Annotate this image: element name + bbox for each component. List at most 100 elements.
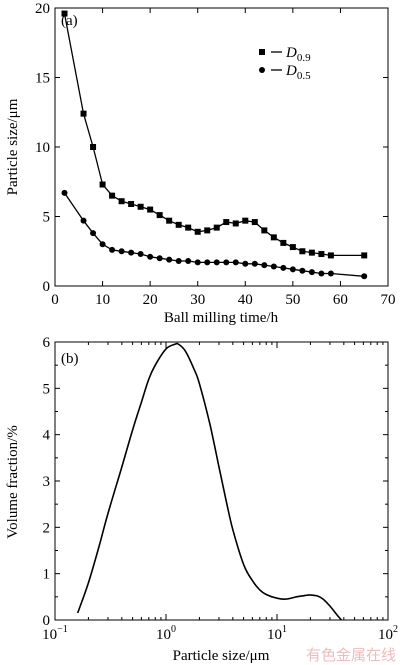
data-point-d09 (361, 252, 368, 259)
y-tick-label: 6 (43, 335, 51, 351)
data-point-d09 (109, 192, 116, 199)
legend-label-d09: D0.9 (285, 45, 311, 64)
series-line-d09 (63, 13, 365, 257)
y-tick-label: 20 (35, 1, 50, 17)
axis-ticks-a: 0 10 20 30 40 50 60 70 0 5 10 15 20 (35, 1, 396, 308)
x-tick-label: 20 (143, 292, 158, 308)
data-point-d05 (80, 217, 87, 224)
y-tick-label: 10 (35, 140, 50, 156)
data-point-d05 (251, 260, 258, 267)
x-tick-label: 0 (51, 292, 59, 308)
y-tick-label: 1 (43, 567, 51, 583)
data-point-d09 (90, 144, 97, 150)
y-tick-label: 15 (35, 71, 50, 87)
y-tick-label: 0 (43, 279, 51, 295)
y-tick-label: 2 (43, 520, 51, 536)
data-point-d09 (232, 220, 239, 227)
data-point-d05 (185, 257, 192, 264)
data-point-d05 (280, 264, 287, 271)
data-point-d05 (194, 259, 201, 266)
legend-label-d05: D0.5 (285, 63, 311, 82)
x-tick-label: 50 (285, 292, 300, 308)
data-point-d05 (299, 267, 306, 274)
data-point-d05 (61, 189, 68, 196)
axis-ticks-b: 0 1 2 3 4 5 6 10−1 100 101 102 (42, 335, 398, 643)
x-tick-label: 60 (333, 292, 348, 308)
data-point-d05 (90, 230, 97, 237)
data-point-d09 (299, 248, 306, 255)
x-tick-label: 40 (238, 292, 253, 308)
data-point-d05 (289, 266, 296, 273)
panel-label-a: (a) (61, 13, 78, 29)
data-point-d05 (175, 257, 182, 264)
data-point-d05 (137, 251, 144, 258)
data-point-d09 (137, 203, 144, 210)
x-axis-label-a: Ball milling time/h (164, 310, 279, 326)
legend-marker-d05 (259, 67, 265, 73)
distribution-curve (76, 342, 343, 621)
data-point-d09 (289, 244, 296, 251)
x-tick-label: 30 (190, 292, 205, 308)
x-axis-label-b: Particle size/μm (173, 648, 270, 664)
x-tick-label: 101 (267, 624, 287, 643)
data-point-d09 (280, 239, 287, 246)
data-point-d09 (318, 251, 325, 258)
series-layer-a (61, 10, 368, 280)
x-tick-label: 102 (378, 624, 398, 643)
data-point-d05 (232, 259, 239, 266)
data-point-d05 (308, 269, 315, 276)
data-point-d09 (308, 249, 315, 256)
data-point-d09 (213, 224, 220, 231)
y-tick-label: 0 (43, 613, 51, 629)
data-point-d05 (128, 249, 135, 256)
data-point-d09 (185, 224, 192, 231)
data-point-d05 (147, 253, 154, 260)
data-point-d09 (194, 228, 201, 235)
data-point-d09 (270, 234, 277, 241)
data-point-d05 (118, 248, 125, 255)
data-point-d05 (213, 259, 220, 266)
data-point-d05 (109, 246, 116, 253)
data-point-d05 (99, 241, 106, 248)
x-tick-label: 70 (381, 292, 396, 308)
y-tick-label: 5 (43, 381, 51, 397)
data-point-d09 (61, 10, 68, 17)
data-point-d09 (204, 227, 211, 234)
data-point-d09 (261, 227, 268, 234)
data-point-d05 (242, 260, 249, 267)
legend-a: D0.9D0.5 (259, 45, 311, 82)
data-point-d05 (327, 270, 334, 277)
data-point-d09 (99, 181, 106, 188)
panel-b: 0 1 2 3 4 5 6 10−1 100 101 102 (b) Particle size/μ… (5, 335, 398, 664)
data-point-d09 (223, 219, 230, 226)
data-point-d05 (204, 259, 211, 266)
x-tick-label: 100 (156, 624, 176, 643)
y-tick-label: 3 (43, 474, 51, 490)
data-point-d09 (118, 198, 125, 205)
data-point-d09 (166, 217, 173, 224)
data-point-d09 (156, 212, 163, 219)
data-point-d09 (147, 206, 154, 213)
y-tick-label: 5 (43, 210, 51, 226)
data-point-d09 (128, 200, 135, 207)
data-point-d05 (166, 256, 173, 263)
panel-a: 0 10 20 30 40 50 60 70 0 5 10 15 20 (a) Ball milling… (5, 1, 396, 326)
y-axis-label-a: Particle size/μm (5, 98, 21, 195)
y-tick-label: 4 (43, 428, 51, 444)
watermark-text: 有色金属在线 (306, 646, 396, 664)
data-point-d09 (80, 110, 87, 117)
data-point-d09 (175, 221, 182, 228)
data-point-d09 (242, 217, 249, 224)
x-tick-label: 10 (95, 292, 110, 308)
data-point-d05 (270, 263, 277, 270)
series-layer-b (76, 342, 343, 621)
legend-marker-d09 (259, 49, 265, 55)
data-point-d05 (223, 259, 230, 266)
data-point-d05 (361, 273, 368, 280)
data-point-d09 (327, 252, 334, 259)
panel-label-b: (b) (61, 351, 79, 367)
y-axis-label-b: Volume fraction/% (5, 425, 21, 538)
data-point-d05 (318, 270, 325, 277)
data-point-d05 (261, 262, 268, 269)
